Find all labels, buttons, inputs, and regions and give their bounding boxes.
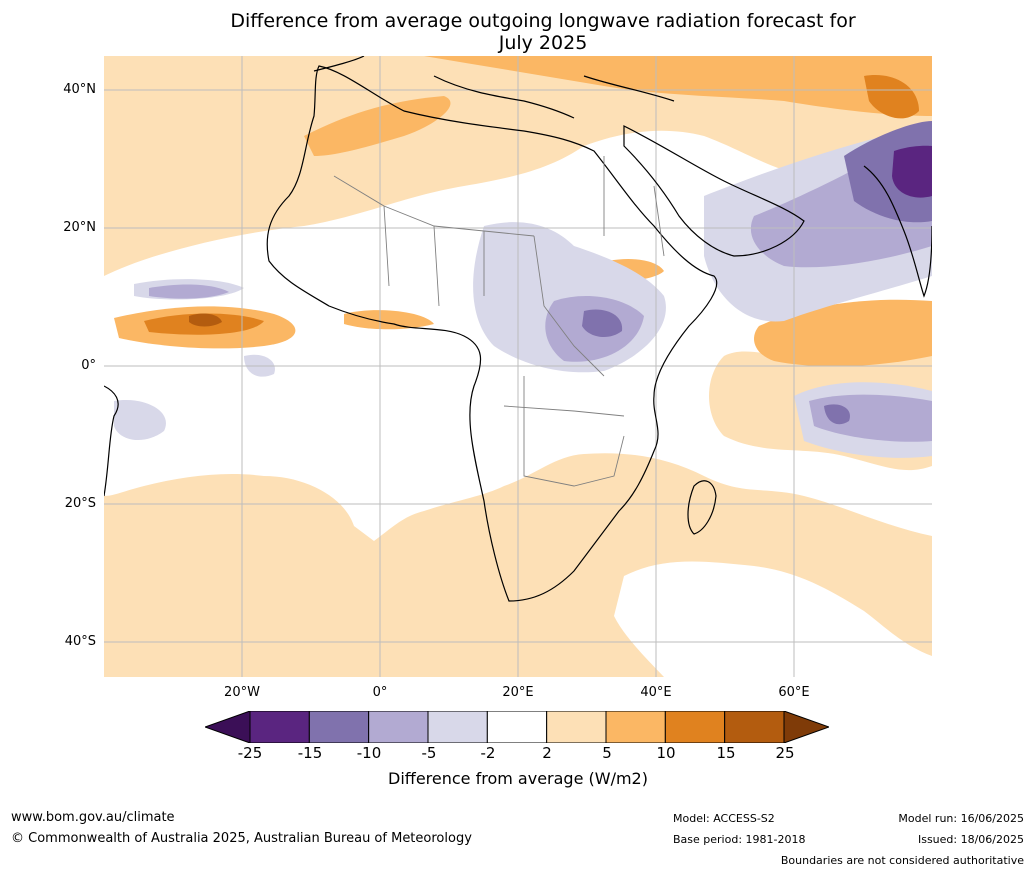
footer-website: www.bom.gov.au/climate: [11, 810, 175, 825]
coastlines: [104, 56, 932, 602]
lat-label-40n: 40°N: [63, 82, 96, 97]
negative-anomaly-patch: [114, 400, 166, 441]
strong-negative-anomaly: [582, 309, 623, 338]
lon-label-20w: 20°W: [224, 685, 260, 700]
lat-label-40s: 40°S: [64, 634, 96, 649]
lon-label-0: 0°: [372, 685, 388, 700]
positive-anomaly-patch: [424, 56, 932, 116]
country-border: [383, 205, 485, 307]
title-line-1: Difference from average outgoing longwav…: [230, 10, 856, 32]
colorbar-segment: [486, 710, 548, 744]
very-strong-positive-anomaly: [189, 313, 222, 327]
country-border: [503, 405, 625, 417]
colorbar-tick: -10: [356, 744, 382, 762]
positive-anomaly-patch: [754, 299, 932, 367]
india-coastline: [863, 165, 932, 298]
colorbar-segment: [664, 710, 726, 744]
colorbar-extend-high: [783, 710, 831, 744]
footer-model: Model: ACCESS-S2: [673, 812, 775, 825]
footer-issued: Issued: 18/06/2025: [917, 833, 1024, 846]
footer-model-run: Model run: 16/06/2025: [898, 812, 1024, 825]
colorbar-tick: -2: [480, 744, 496, 762]
colorbar-extend-low: [203, 710, 251, 744]
positive-anomaly-patch: [304, 96, 451, 156]
colorbar-segment: [368, 710, 429, 744]
colorbar-label: Difference from average (W/m2): [388, 769, 648, 788]
moderate-negative-anomaly: [149, 284, 229, 299]
south-america-coastline: [104, 385, 119, 497]
colorbar: [203, 710, 831, 744]
colorbar-tick: 10: [656, 744, 676, 762]
lat-label-20s: 20°S: [64, 496, 96, 511]
colorbar-segment: [427, 710, 488, 744]
country-border: [533, 235, 605, 377]
colorbar-tick: -25: [237, 744, 263, 762]
colorbar-graphic: [203, 710, 831, 744]
very-strong-negative-anomaly: [892, 145, 932, 198]
lon-label-20e: 20°E: [502, 685, 534, 700]
colorbar-segment: [249, 710, 310, 744]
strong-negative-anomaly: [824, 404, 850, 425]
strong-positive-anomaly: [864, 75, 919, 119]
lat-label-20n: 20°N: [63, 220, 96, 235]
colorbar-tick: 25: [775, 744, 795, 762]
africa-coastline: [266, 65, 718, 602]
graticule: [104, 56, 932, 677]
colorbar-segment: [308, 710, 370, 744]
footer-copyright: © Commonwealth of Australia 2025, Austra…: [11, 831, 472, 846]
colorbar-segment: [546, 710, 607, 744]
colorbar-tick: -15: [297, 744, 323, 762]
country-border: [603, 156, 665, 257]
lon-label-60e: 60°E: [778, 685, 810, 700]
footer-base-period: Base period: 1981-2018: [673, 833, 806, 846]
country-borders: [333, 156, 665, 487]
map-panel: [104, 56, 932, 677]
country-border: [523, 376, 625, 487]
colorbar-segment: [605, 710, 666, 744]
near-normal-region-south: [614, 561, 932, 677]
arabian-peninsula-coastline: [623, 125, 805, 257]
title-line-2: July 2025: [498, 32, 588, 54]
colorbar-tick: 15: [716, 744, 736, 762]
anomaly-map: [104, 56, 932, 677]
lat-label-equator: 0°: [81, 358, 96, 373]
map-title: Difference from average outgoing longwav…: [150, 10, 936, 54]
lon-label-40e: 40°E: [640, 685, 672, 700]
colorbar-segment: [724, 710, 785, 744]
madagascar-coastline: [687, 480, 717, 535]
positive-anomaly-patch: [344, 310, 434, 330]
colorbar-tick: 2: [542, 744, 552, 762]
colorbar-tick: -5: [421, 744, 437, 762]
europe-coastline: [313, 56, 675, 119]
strong-negative-anomaly: [844, 121, 932, 223]
colorbar-tick: 5: [602, 744, 612, 762]
footer-disclaimer: Boundaries are not considered authoritat…: [780, 854, 1024, 867]
